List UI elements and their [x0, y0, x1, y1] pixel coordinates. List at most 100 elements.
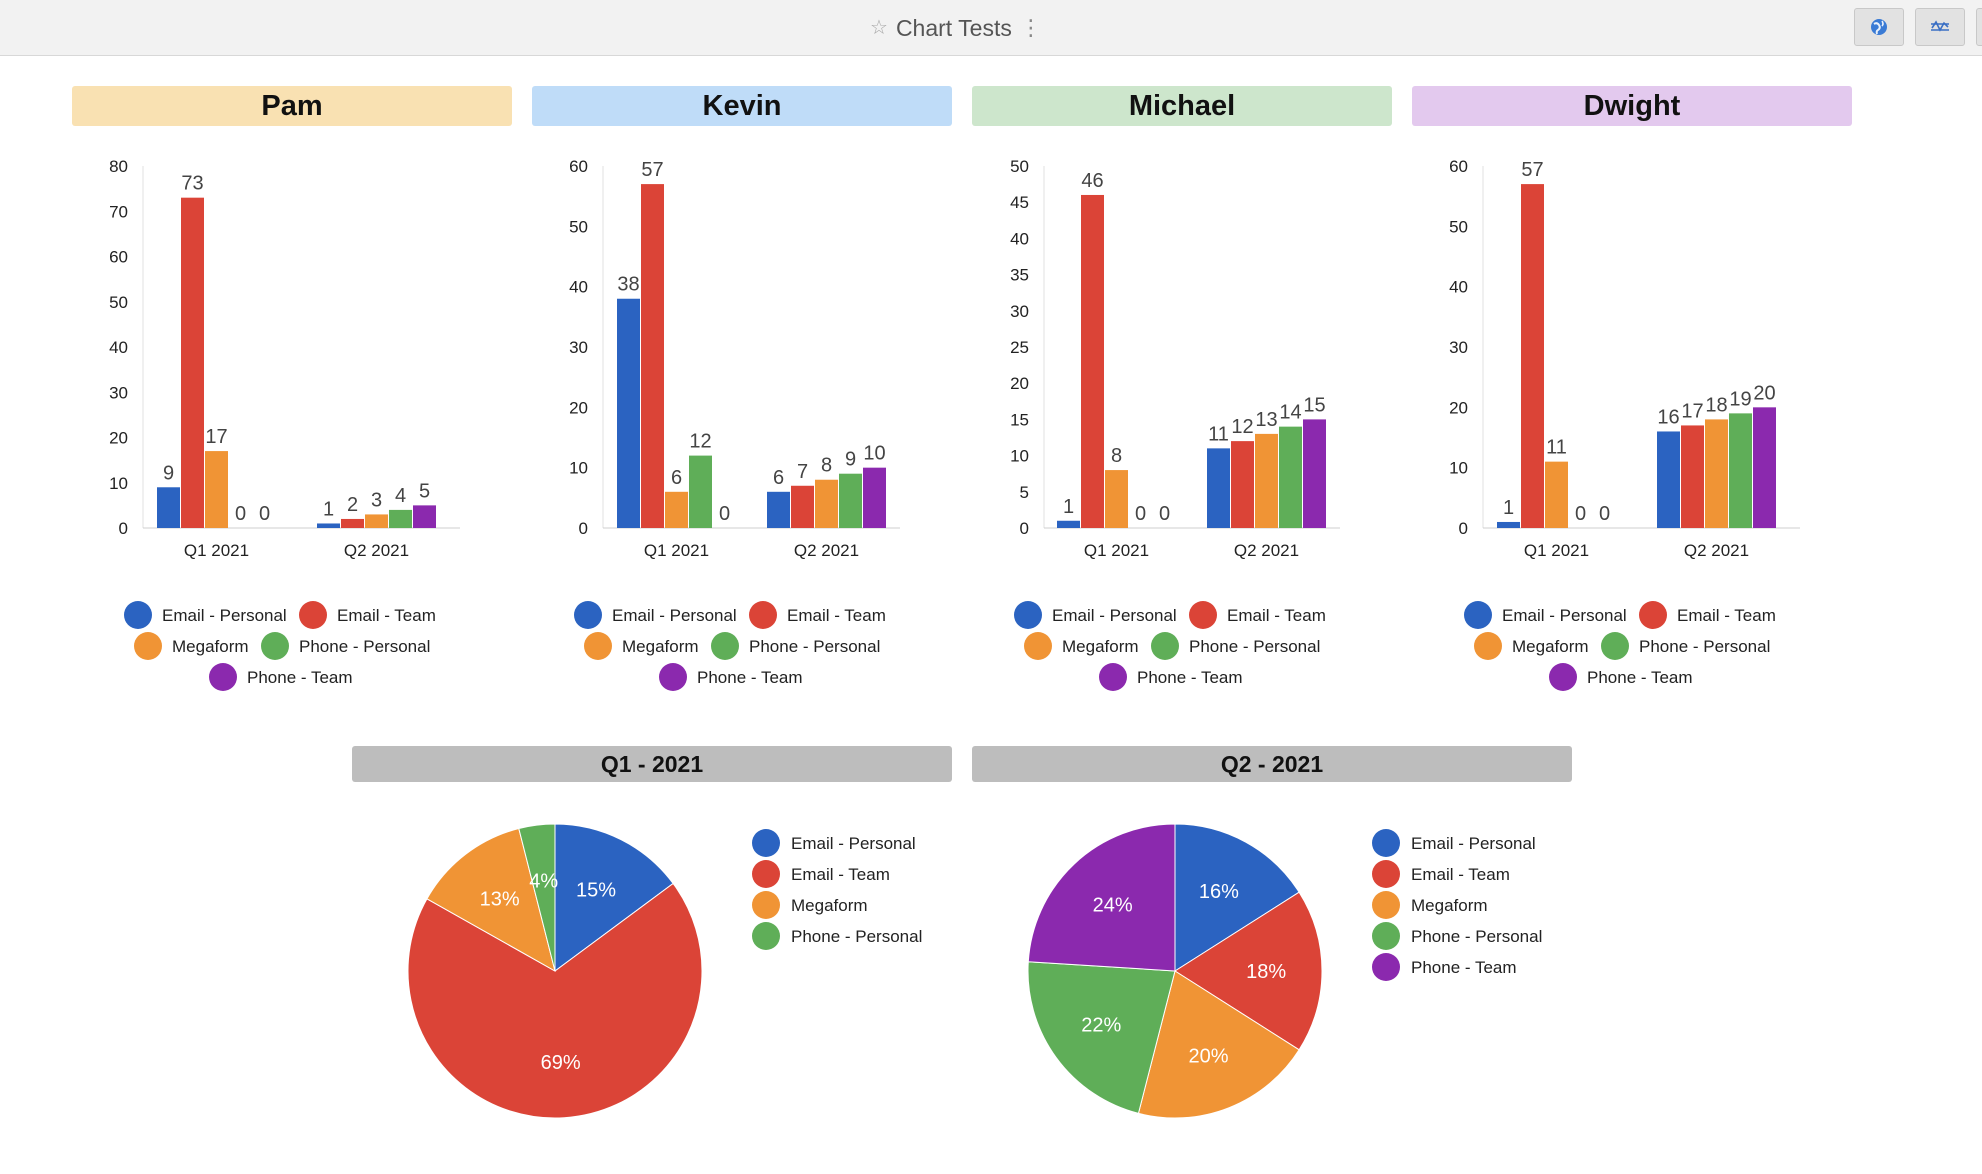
bar-value-label: 2: [347, 494, 358, 516]
pie-percent-label: 4%: [529, 871, 558, 893]
pie-header-q2: Q2 - 2021: [972, 746, 1572, 782]
legend-label: Phone - Personal: [749, 637, 880, 656]
bar: [839, 473, 862, 528]
bar-value-label: 0: [259, 503, 270, 525]
panel-header-kevin: Kevin: [532, 86, 952, 126]
legend-swatch: [124, 601, 152, 629]
bar-value-label: 14: [1279, 402, 1301, 424]
panel-header-dwight: Dwight: [1412, 86, 1852, 126]
legend-label: Phone - Personal: [1639, 637, 1770, 656]
legend-label: Megaform: [791, 896, 868, 915]
legend-swatch: [752, 891, 780, 919]
legend-swatch: [574, 601, 602, 629]
bar: [181, 197, 204, 529]
kebab-menu-icon[interactable]: ⋮: [1019, 15, 1042, 40]
y-tick-label: 40: [109, 338, 128, 357]
legend-label: Phone - Personal: [299, 637, 430, 656]
legend-swatch: [659, 663, 687, 691]
bar: [1105, 470, 1128, 528]
legend-swatch: [261, 632, 289, 660]
bar: [1521, 184, 1544, 528]
bar: [1729, 413, 1752, 528]
star-icon[interactable]: ☆: [870, 17, 888, 39]
x-tick-label: Q1 2021: [184, 541, 249, 560]
legend-label: Email - Team: [1411, 865, 1510, 884]
chart-settings-button[interactable]: [1915, 8, 1965, 46]
pie-slice: [1174, 891, 1323, 1051]
bar: [815, 479, 838, 528]
pie-percent-label: 13%: [480, 889, 520, 911]
bar: [767, 491, 790, 528]
bar-value-label: 12: [1231, 416, 1253, 438]
pie-slice: [1027, 823, 1176, 972]
bar: [1207, 448, 1230, 528]
bar-value-label: 0: [1599, 503, 1610, 525]
bar: [341, 518, 364, 528]
bar-value-label: 17: [1681, 400, 1703, 422]
bar-value-label: 18: [1705, 394, 1727, 416]
y-tick-label: 10: [1449, 459, 1468, 478]
pie-percent-label: 20%: [1189, 1046, 1229, 1068]
y-tick-label: 20: [1449, 398, 1468, 417]
legend-label: Phone - Team: [1137, 668, 1243, 687]
pie-percent-label: 16%: [1199, 881, 1239, 903]
bar-value-label: 10: [863, 443, 885, 465]
bar-value-label: 0: [235, 503, 246, 525]
legend-label: Megaform: [1411, 896, 1488, 915]
pie-slice: [426, 827, 556, 973]
y-tick-label: 40: [569, 278, 588, 297]
panel-header-michael: Michael: [972, 86, 1392, 126]
y-tick-label: 0: [119, 519, 128, 538]
legend-label: Phone - Team: [697, 668, 803, 687]
bar: [863, 467, 886, 528]
y-tick-label: 10: [109, 474, 128, 493]
bar: [791, 485, 814, 528]
legend-swatch: [584, 632, 612, 660]
y-tick-label: 0: [1020, 519, 1029, 538]
bar: [665, 491, 688, 528]
bar: [205, 451, 228, 528]
bar-value-label: 11: [1546, 437, 1567, 459]
bar-value-label: 19: [1729, 388, 1751, 410]
y-tick-label: 40: [1449, 278, 1468, 297]
pie-percent-label: 18%: [1246, 961, 1286, 983]
bar: [317, 523, 340, 528]
legend-label: Email - Personal: [1502, 606, 1627, 625]
bar-value-label: 11: [1208, 423, 1229, 445]
legend-label: Phone - Personal: [1411, 927, 1542, 946]
page-title: Chart Tests: [895, 14, 1012, 41]
bar-value-label: 57: [641, 159, 663, 181]
y-tick-label: 35: [1010, 266, 1029, 285]
x-tick-label: Q2 2021: [344, 541, 409, 560]
y-tick-label: 0: [579, 519, 588, 538]
legend-label: Email - Personal: [1411, 834, 1536, 853]
x-tick-label: Q2 2021: [1684, 541, 1749, 560]
bar-value-label: 73: [181, 173, 203, 195]
bar-value-label: 20: [1753, 382, 1775, 404]
bar: [413, 505, 436, 528]
legend-swatch: [1464, 601, 1492, 629]
y-tick-label: 70: [109, 202, 128, 221]
legend-swatch: [299, 601, 327, 629]
globe-button[interactable]: [1854, 8, 1904, 46]
bar: [1545, 461, 1568, 528]
legend-label: Email - Team: [787, 606, 886, 625]
pie-slice: [1027, 961, 1176, 1114]
legend-label: Megaform: [622, 637, 699, 656]
top-toolbar: ☆ Chart Tests ⋮: [0, 0, 1982, 56]
y-tick-label: 15: [1010, 410, 1029, 429]
panel-header-pam: Pam: [72, 86, 512, 126]
legend-swatch: [1372, 922, 1400, 950]
y-tick-label: 20: [1010, 374, 1029, 393]
bar: [1753, 407, 1776, 528]
bar-value-label: 46: [1081, 170, 1103, 192]
bar-value-label: 0: [1575, 503, 1586, 525]
legend-label: Email - Personal: [162, 606, 287, 625]
bar: [1279, 426, 1302, 528]
bar-value-label: 0: [1135, 503, 1146, 525]
legend-label: Email - Team: [791, 865, 890, 884]
legend-label: Email - Team: [1677, 606, 1776, 625]
toolbar-button-partial[interactable]: [1976, 8, 1982, 46]
y-tick-label: 60: [1449, 157, 1468, 176]
bar-value-label: 0: [1159, 503, 1170, 525]
